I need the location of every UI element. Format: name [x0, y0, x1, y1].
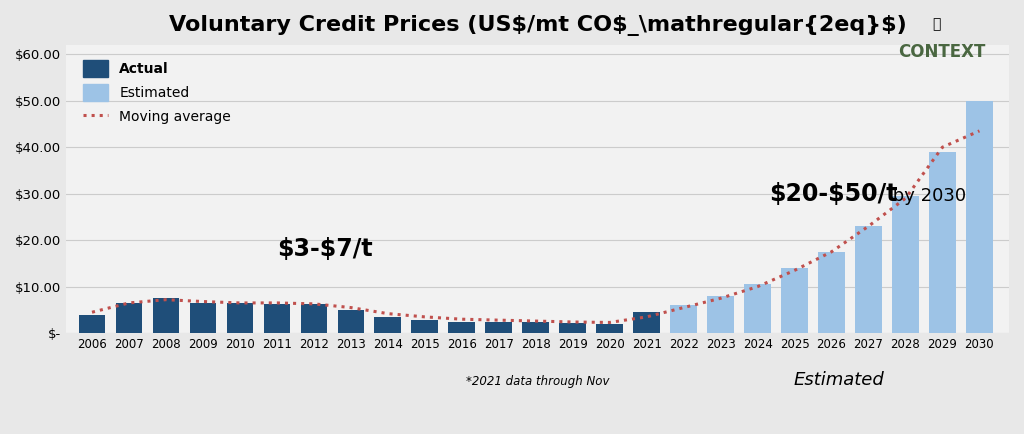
Text: by 2030: by 2030: [887, 187, 966, 205]
Text: CONTEXT: CONTEXT: [898, 43, 986, 61]
Bar: [449, 322, 475, 333]
Text: \$3-\$7/t: \$3-\$7/t: [276, 237, 373, 261]
Bar: [189, 303, 216, 333]
Bar: [744, 284, 771, 333]
Bar: [375, 317, 401, 333]
Text: 🌿: 🌿: [933, 17, 941, 31]
Bar: [116, 303, 142, 333]
Bar: [338, 310, 365, 333]
Bar: [522, 322, 549, 333]
Bar: [485, 322, 512, 333]
Title: Voluntary Credit Prices (US$/mt CO$_\mathregular{2eq}$): Voluntary Credit Prices (US$/mt CO$_\mat…: [169, 15, 906, 36]
Bar: [412, 320, 438, 333]
Bar: [226, 303, 253, 333]
Bar: [79, 315, 105, 333]
Text: *2021 data through Nov: *2021 data through Nov: [466, 375, 609, 388]
Bar: [855, 226, 882, 333]
Legend: Actual, Estimated, Moving average: Actual, Estimated, Moving average: [78, 55, 237, 131]
Bar: [559, 323, 586, 333]
Bar: [892, 196, 919, 333]
Bar: [818, 252, 845, 333]
Bar: [708, 296, 734, 333]
Bar: [263, 304, 290, 333]
Bar: [596, 324, 623, 333]
Bar: [153, 298, 179, 333]
Text: Estimated: Estimated: [794, 371, 885, 389]
Text: \$20-\$50/t: \$20-\$50/t: [769, 182, 897, 206]
Bar: [781, 268, 808, 333]
Bar: [300, 304, 327, 333]
Bar: [633, 312, 659, 333]
Bar: [929, 152, 955, 333]
Bar: [671, 305, 697, 333]
Bar: [966, 101, 992, 333]
